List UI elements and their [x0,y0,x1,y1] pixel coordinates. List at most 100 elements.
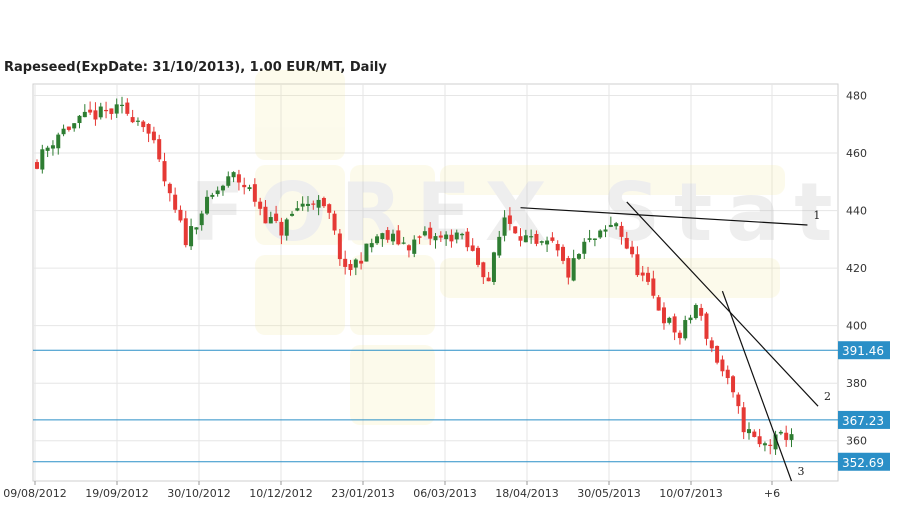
candle-body [571,258,576,281]
candle-body [688,317,693,321]
candle-body [720,359,725,372]
candles [35,96,794,455]
candle-body [348,263,353,270]
candle-body [242,184,247,188]
candle-body [417,236,422,238]
candle-body [683,320,688,339]
candle-body [114,104,119,114]
candle-body [592,238,597,240]
candle-body [545,240,550,245]
candle-body [624,237,629,249]
candle-body [555,243,560,251]
candle-body [651,278,656,296]
candle-body [279,221,284,236]
x-tick-label: 09/08/2012 [3,487,66,500]
trend-lines: 1 2 3 [520,201,831,482]
candle-body [226,176,231,186]
candle-body [66,126,71,130]
watermark-block [440,258,780,298]
candle-body [231,172,236,178]
candle-body [731,376,736,393]
candle-body [741,407,746,433]
candle-body [773,434,778,450]
candle-body [746,429,751,434]
x-tick-label: 19/09/2012 [85,487,148,500]
candle-body [566,258,571,278]
y-tick-label: 440 [846,205,867,218]
trend-line-label: 2 [824,390,831,403]
level-label: 391.46 [842,344,884,358]
chart-title: Rapeseed(ExpDate: 31/10/2013), 1.00 EUR/… [4,60,387,75]
candle-body [582,241,587,254]
y-tick-label: 380 [846,377,867,390]
x-tick-label: +6 [764,487,780,500]
candle-body [672,316,677,333]
candle-body [762,443,767,446]
candle-body [704,313,709,339]
candle-body [460,233,465,236]
plot-frame [32,83,839,482]
level-lines: 391.46 367.23 352.69 [33,341,890,471]
candle-body [635,254,640,276]
y-tick-label: 360 [846,435,867,448]
candle-body [125,102,130,114]
trend-line [520,207,808,226]
candle-body [561,246,566,261]
candle-body [465,231,470,248]
candle-body [523,235,528,243]
candle-body [513,226,518,234]
candle-body [598,230,603,238]
candle-body [120,104,125,107]
candle-body [507,215,512,224]
y-tick-label: 420 [846,262,867,275]
candle-body [146,124,151,134]
candle-body [157,139,162,160]
watermark: FOREX Stat [190,70,833,425]
candle-body [167,183,172,194]
candle-body [380,233,385,240]
candle-body [205,196,210,214]
candle-body [603,229,608,232]
level-label-bg [838,410,890,429]
candle-body [263,206,268,224]
y-tick-label: 460 [846,147,867,160]
candle-body [364,243,369,262]
watermark-block [350,165,435,245]
candle-body [316,199,321,208]
candle-body [534,233,539,244]
candle-body [321,197,326,207]
y-tick-label: 400 [846,320,867,333]
candle-body [667,317,672,323]
candle-body [709,340,714,349]
watermark-block [255,255,345,335]
candle-body [390,233,395,242]
trend-line-label: 1 [813,209,820,222]
candle-body [77,115,82,124]
candle-body [608,224,613,227]
candle-body [88,109,93,113]
candle-body [486,277,491,282]
x-tick-label: 18/04/2013 [495,487,558,500]
candle-body [45,147,50,151]
level-label-bg [838,452,890,471]
candle-body [141,121,146,128]
candle-body [40,149,45,170]
candle-body [502,217,507,236]
candle-body [104,109,109,112]
candle-body [343,258,348,267]
candle-body [93,110,98,120]
candle-body [677,332,682,339]
candle-body [428,227,433,239]
x-tick-label: 10/12/2012 [249,487,312,500]
x-tick-label: 23/01/2013 [331,487,394,500]
candle-body [422,231,427,236]
candle-body [258,201,263,209]
candle-body [369,243,374,248]
candle-body [109,108,114,114]
candle-body [693,304,698,319]
candle-body [476,247,481,265]
candle-body [50,145,55,149]
candle-body [252,184,257,202]
candle-body [481,262,486,278]
